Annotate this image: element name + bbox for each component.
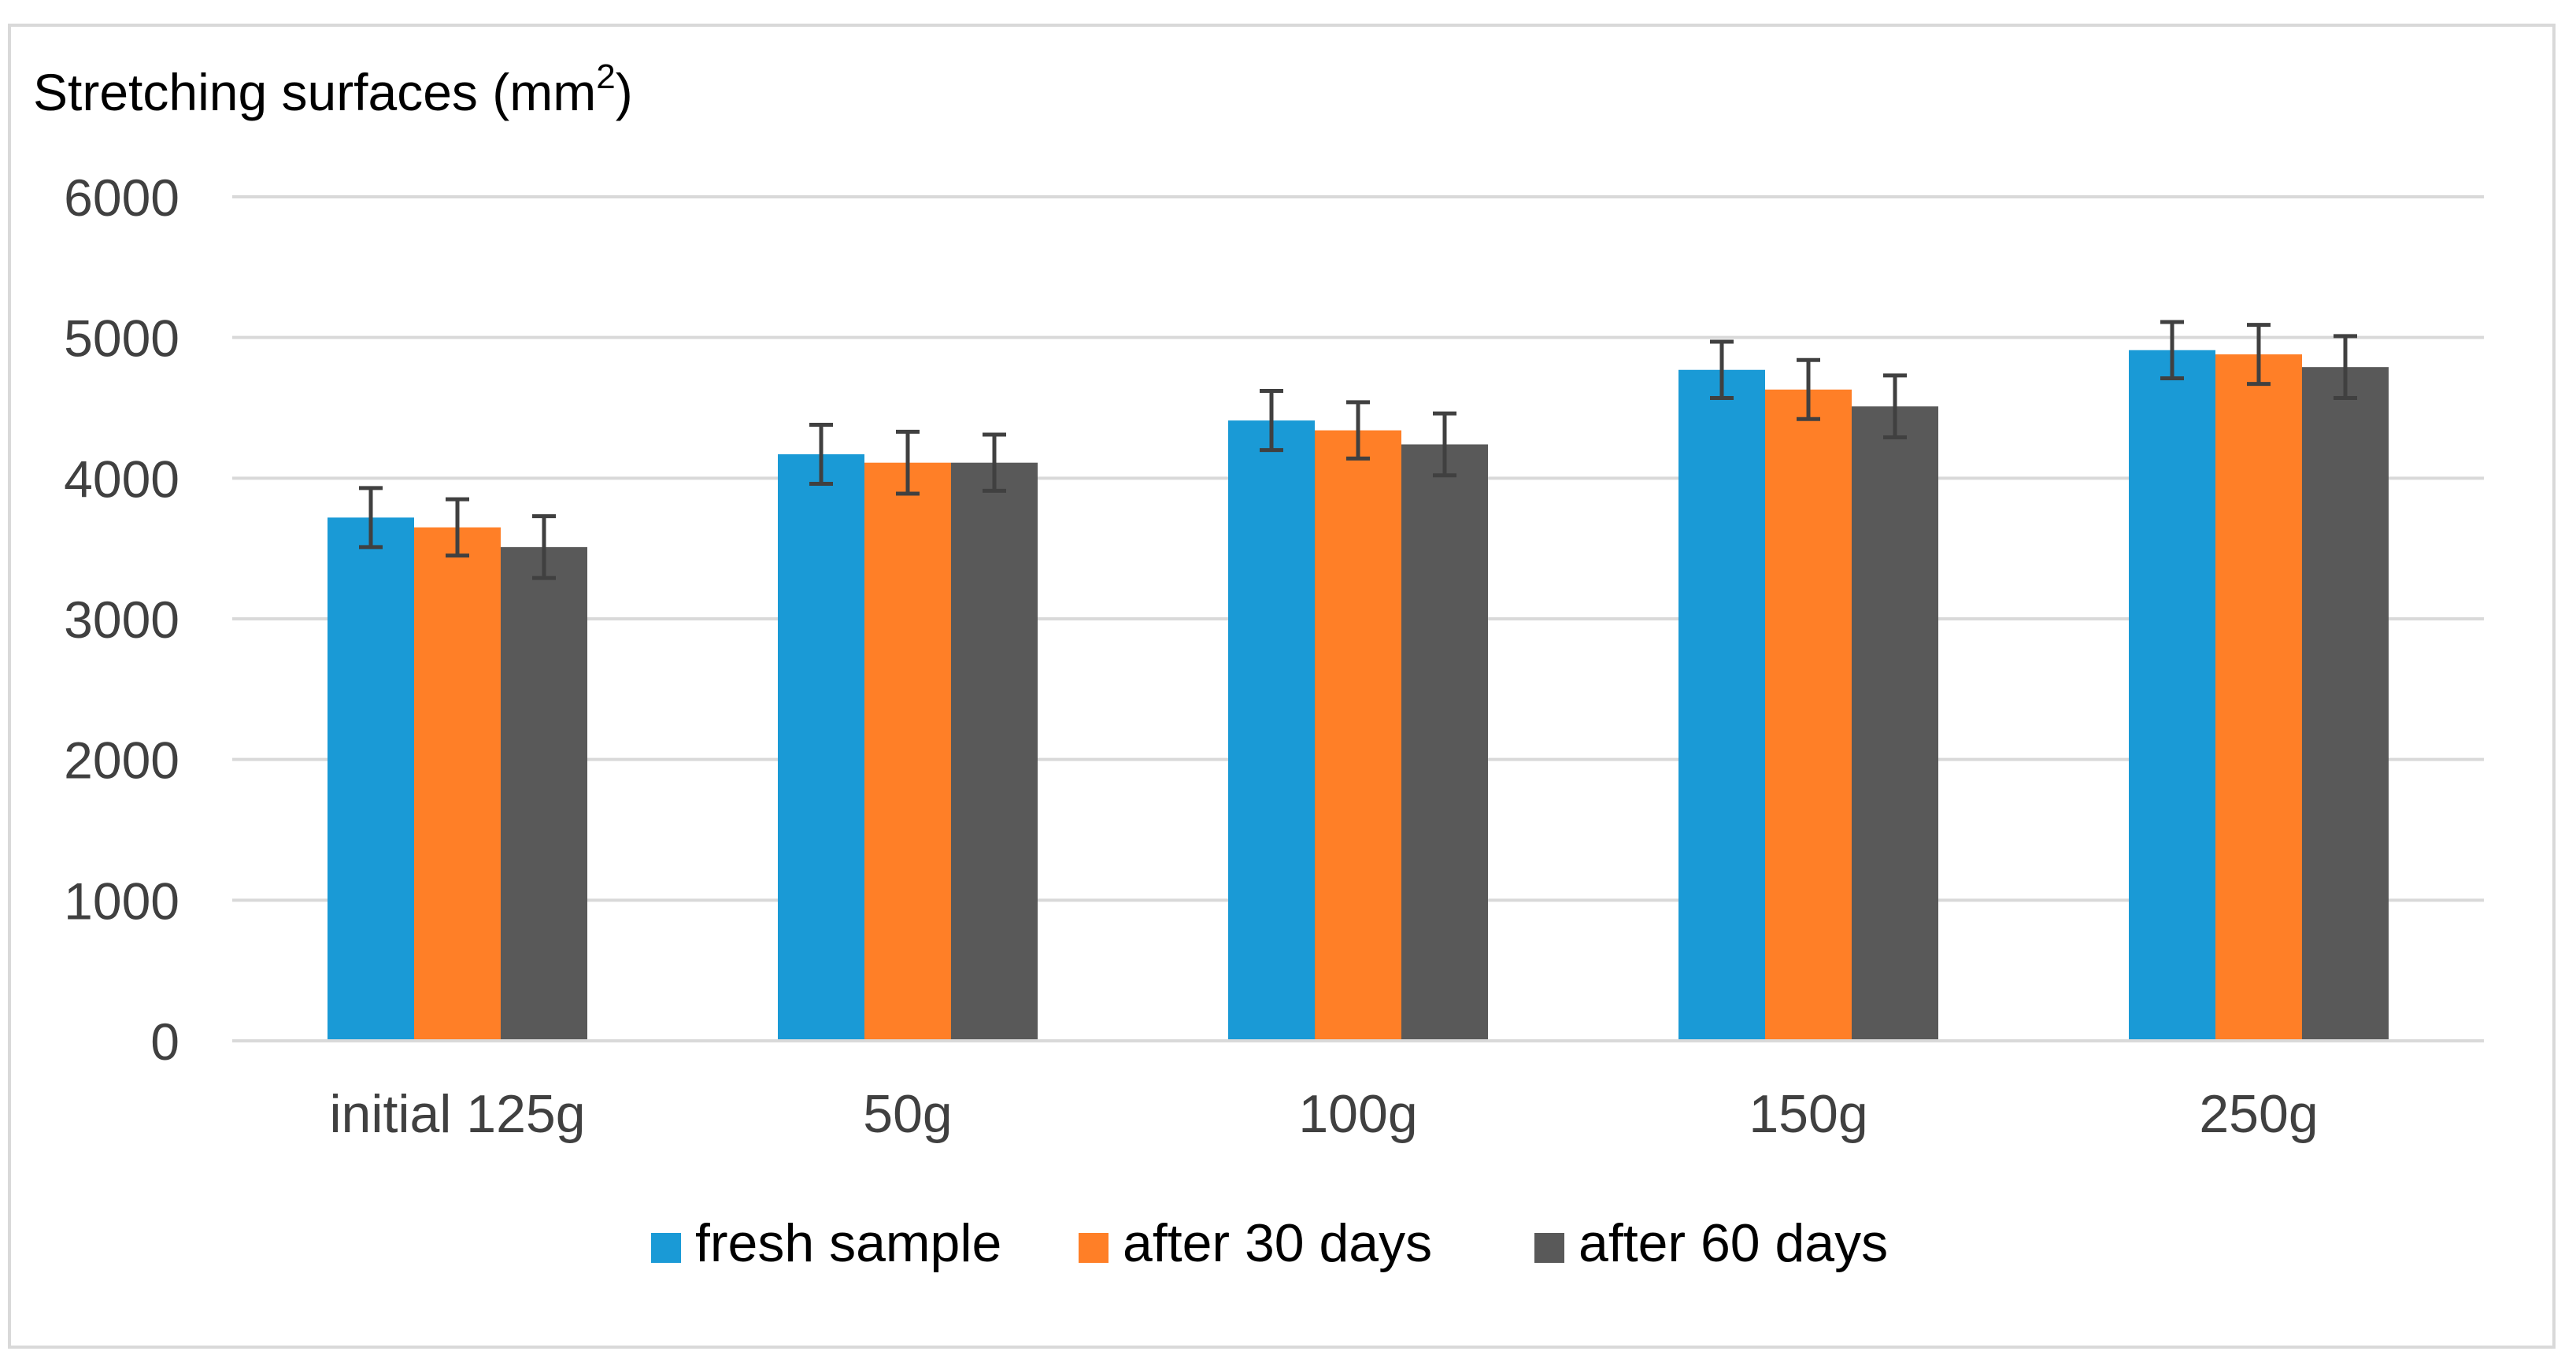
y-tick-label: 3000: [64, 590, 180, 649]
y-tick-label: 2000: [64, 731, 180, 790]
y-tick-label: 5000: [64, 309, 180, 368]
x-tick-label: 50g: [863, 1084, 952, 1144]
x-tick-label: 100g: [1298, 1084, 1417, 1144]
bar: [951, 462, 1038, 1041]
bar: [414, 527, 501, 1041]
y-tick-label: 4000: [64, 450, 180, 508]
bar: [1401, 444, 1488, 1041]
bar: [864, 462, 951, 1041]
bar: [2215, 354, 2302, 1041]
bar: [1678, 369, 1765, 1041]
legend-label: fresh sample: [695, 1213, 1001, 1273]
legend: fresh sample after 30 days after 60 days: [651, 1213, 1888, 1273]
legend-label: after 30 days: [1123, 1213, 1432, 1273]
legend-swatch: [1534, 1233, 1564, 1263]
legend-label: after 60 days: [1579, 1213, 1888, 1273]
x-tick-label: 250g: [2199, 1084, 2318, 1144]
x-tick-label: initial 125g: [329, 1084, 585, 1144]
y-tick-label: 6000: [64, 168, 180, 227]
legend-swatch: [651, 1233, 681, 1263]
legend-swatch: [1079, 1233, 1108, 1263]
bar: [1228, 420, 1315, 1041]
y-axis-label: Stretching surfaces (mm2): [33, 57, 633, 121]
bar: [1315, 430, 1401, 1041]
bar: [2302, 367, 2389, 1042]
bar: [1765, 389, 1852, 1042]
bar: [501, 546, 587, 1041]
bar: [2129, 350, 2215, 1041]
bar: [1852, 406, 1938, 1041]
error-bars: [359, 320, 2357, 580]
x-tick-labels: initial 125g 50g 100g 150g 250g: [329, 1084, 2318, 1144]
bar: [778, 453, 864, 1041]
bar: [328, 517, 414, 1041]
y-tick-label: 1000: [64, 872, 180, 930]
x-tick-label: 150g: [1749, 1084, 1867, 1144]
y-tick-label: 0: [150, 1012, 180, 1071]
y-tick-labels: 0 1000 2000 3000 4000 5000 6000: [64, 168, 180, 1071]
bars: [232, 350, 2484, 1042]
